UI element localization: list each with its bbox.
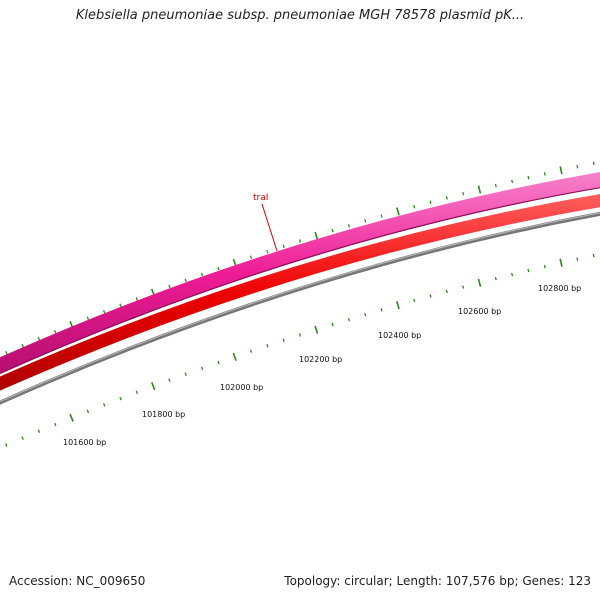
inner-tick-mark [543,264,546,269]
outer-tick-mark [266,250,269,254]
backbone-line [0,211,600,405]
accession-text: Accession: NC_009650 [9,574,146,588]
inner-tick-mark [527,268,530,273]
outer-tick-mark [592,161,595,166]
inner-tick-mark [592,253,595,258]
inner-tick-mark [364,313,367,317]
gene-label-leader [261,203,278,252]
inner-tick-mark [119,396,122,401]
inner-tick-mark [396,301,400,310]
inner-tick-mark [5,443,8,447]
inner-tick-mark [168,378,171,382]
forward-strand-band [0,172,600,374]
topology-summary: Topology: circular; Length: 107,576 bp; … [284,574,591,588]
outer-tick-mark [462,191,465,196]
forward-strand-band-edge [0,187,600,375]
outer-tick-mark [380,214,383,218]
outer-tick-mark [21,343,24,348]
backbone-line-highlight [0,212,600,403]
inner-tick-mark [429,294,432,298]
outer-tick-mark [413,205,416,209]
scale-label: 102000 bp [220,383,263,392]
outer-tick-mark [511,179,514,184]
inner-tick-mark [151,382,156,391]
inner-tick-mark [266,343,269,348]
inner-tick-mark [86,409,90,414]
inner-tick-mark [217,360,220,365]
inner-tick-mark [102,403,106,407]
outer-tick-row [5,161,595,355]
outer-tick-mark [102,310,106,314]
outer-tick-mark [86,316,90,321]
outer-tick-mark [314,231,319,240]
inner-tick-mark [477,278,482,287]
outer-tick-mark [331,229,334,233]
scale-label: 102400 bp [378,331,421,340]
outer-tick-mark [200,272,204,277]
inner-tick-mark [184,372,187,376]
outer-tick-mark [37,336,41,341]
inner-tick-mark [331,322,334,327]
inner-tick-row [5,253,595,447]
inner-tick-mark [135,390,139,395]
scale-label: 102600 bp [458,307,501,316]
outer-tick-mark [298,239,302,243]
inner-tick-mark [445,289,448,294]
outer-tick-mark [54,330,57,334]
outer-tick-mark [5,351,8,355]
scale-label: 101800 bp [142,410,185,419]
inner-tick-mark [314,325,319,334]
outer-tick-mark [445,196,448,200]
inner-tick-mark [511,272,514,277]
inner-tick-mark [249,349,253,353]
inner-tick-mark [232,352,237,361]
inner-tick-mark [69,413,74,422]
scale-label: 101600 bp [63,438,106,447]
outer-tick-mark [135,297,139,301]
gene-label-trai[interactable]: traI [253,193,268,203]
outer-tick-mark [364,219,367,223]
outer-tick-mark [347,224,351,228]
reverse-strand-band [0,194,600,391]
inner-tick-mark [21,436,24,440]
inner-tick-mark [200,366,204,371]
inner-tick-mark [494,276,497,281]
outer-tick-mark [119,303,122,308]
outer-tick-mark [576,165,579,169]
inner-tick-mark [298,333,302,337]
inner-tick-mark [462,285,465,289]
outer-tick-mark [217,266,220,271]
outer-tick-mark [527,175,530,180]
outer-tick-mark [396,207,400,216]
outer-tick-mark [282,244,285,249]
map-title: Klebsiella pneumoniae subsp. pneumoniae … [75,8,525,23]
outer-tick-mark [477,185,482,194]
inner-tick-mark [413,298,416,303]
inner-tick-mark [576,257,579,261]
inner-tick-mark [380,308,383,312]
outer-tick-mark [184,278,187,283]
outer-tick-mark [543,172,546,176]
outer-tick-mark [494,183,497,188]
outer-tick-mark [168,284,171,289]
scale-label: 102200 bp [299,355,342,364]
scale-label: 102800 bp [538,284,581,293]
inner-tick-mark [54,422,57,427]
outer-tick-mark [559,166,563,175]
inner-tick-mark [559,258,563,267]
inner-tick-mark [282,338,285,343]
outer-tick-mark [249,255,253,260]
outer-tick-mark [429,200,432,204]
inner-tick-mark [37,429,41,433]
inner-tick-mark [347,317,351,322]
